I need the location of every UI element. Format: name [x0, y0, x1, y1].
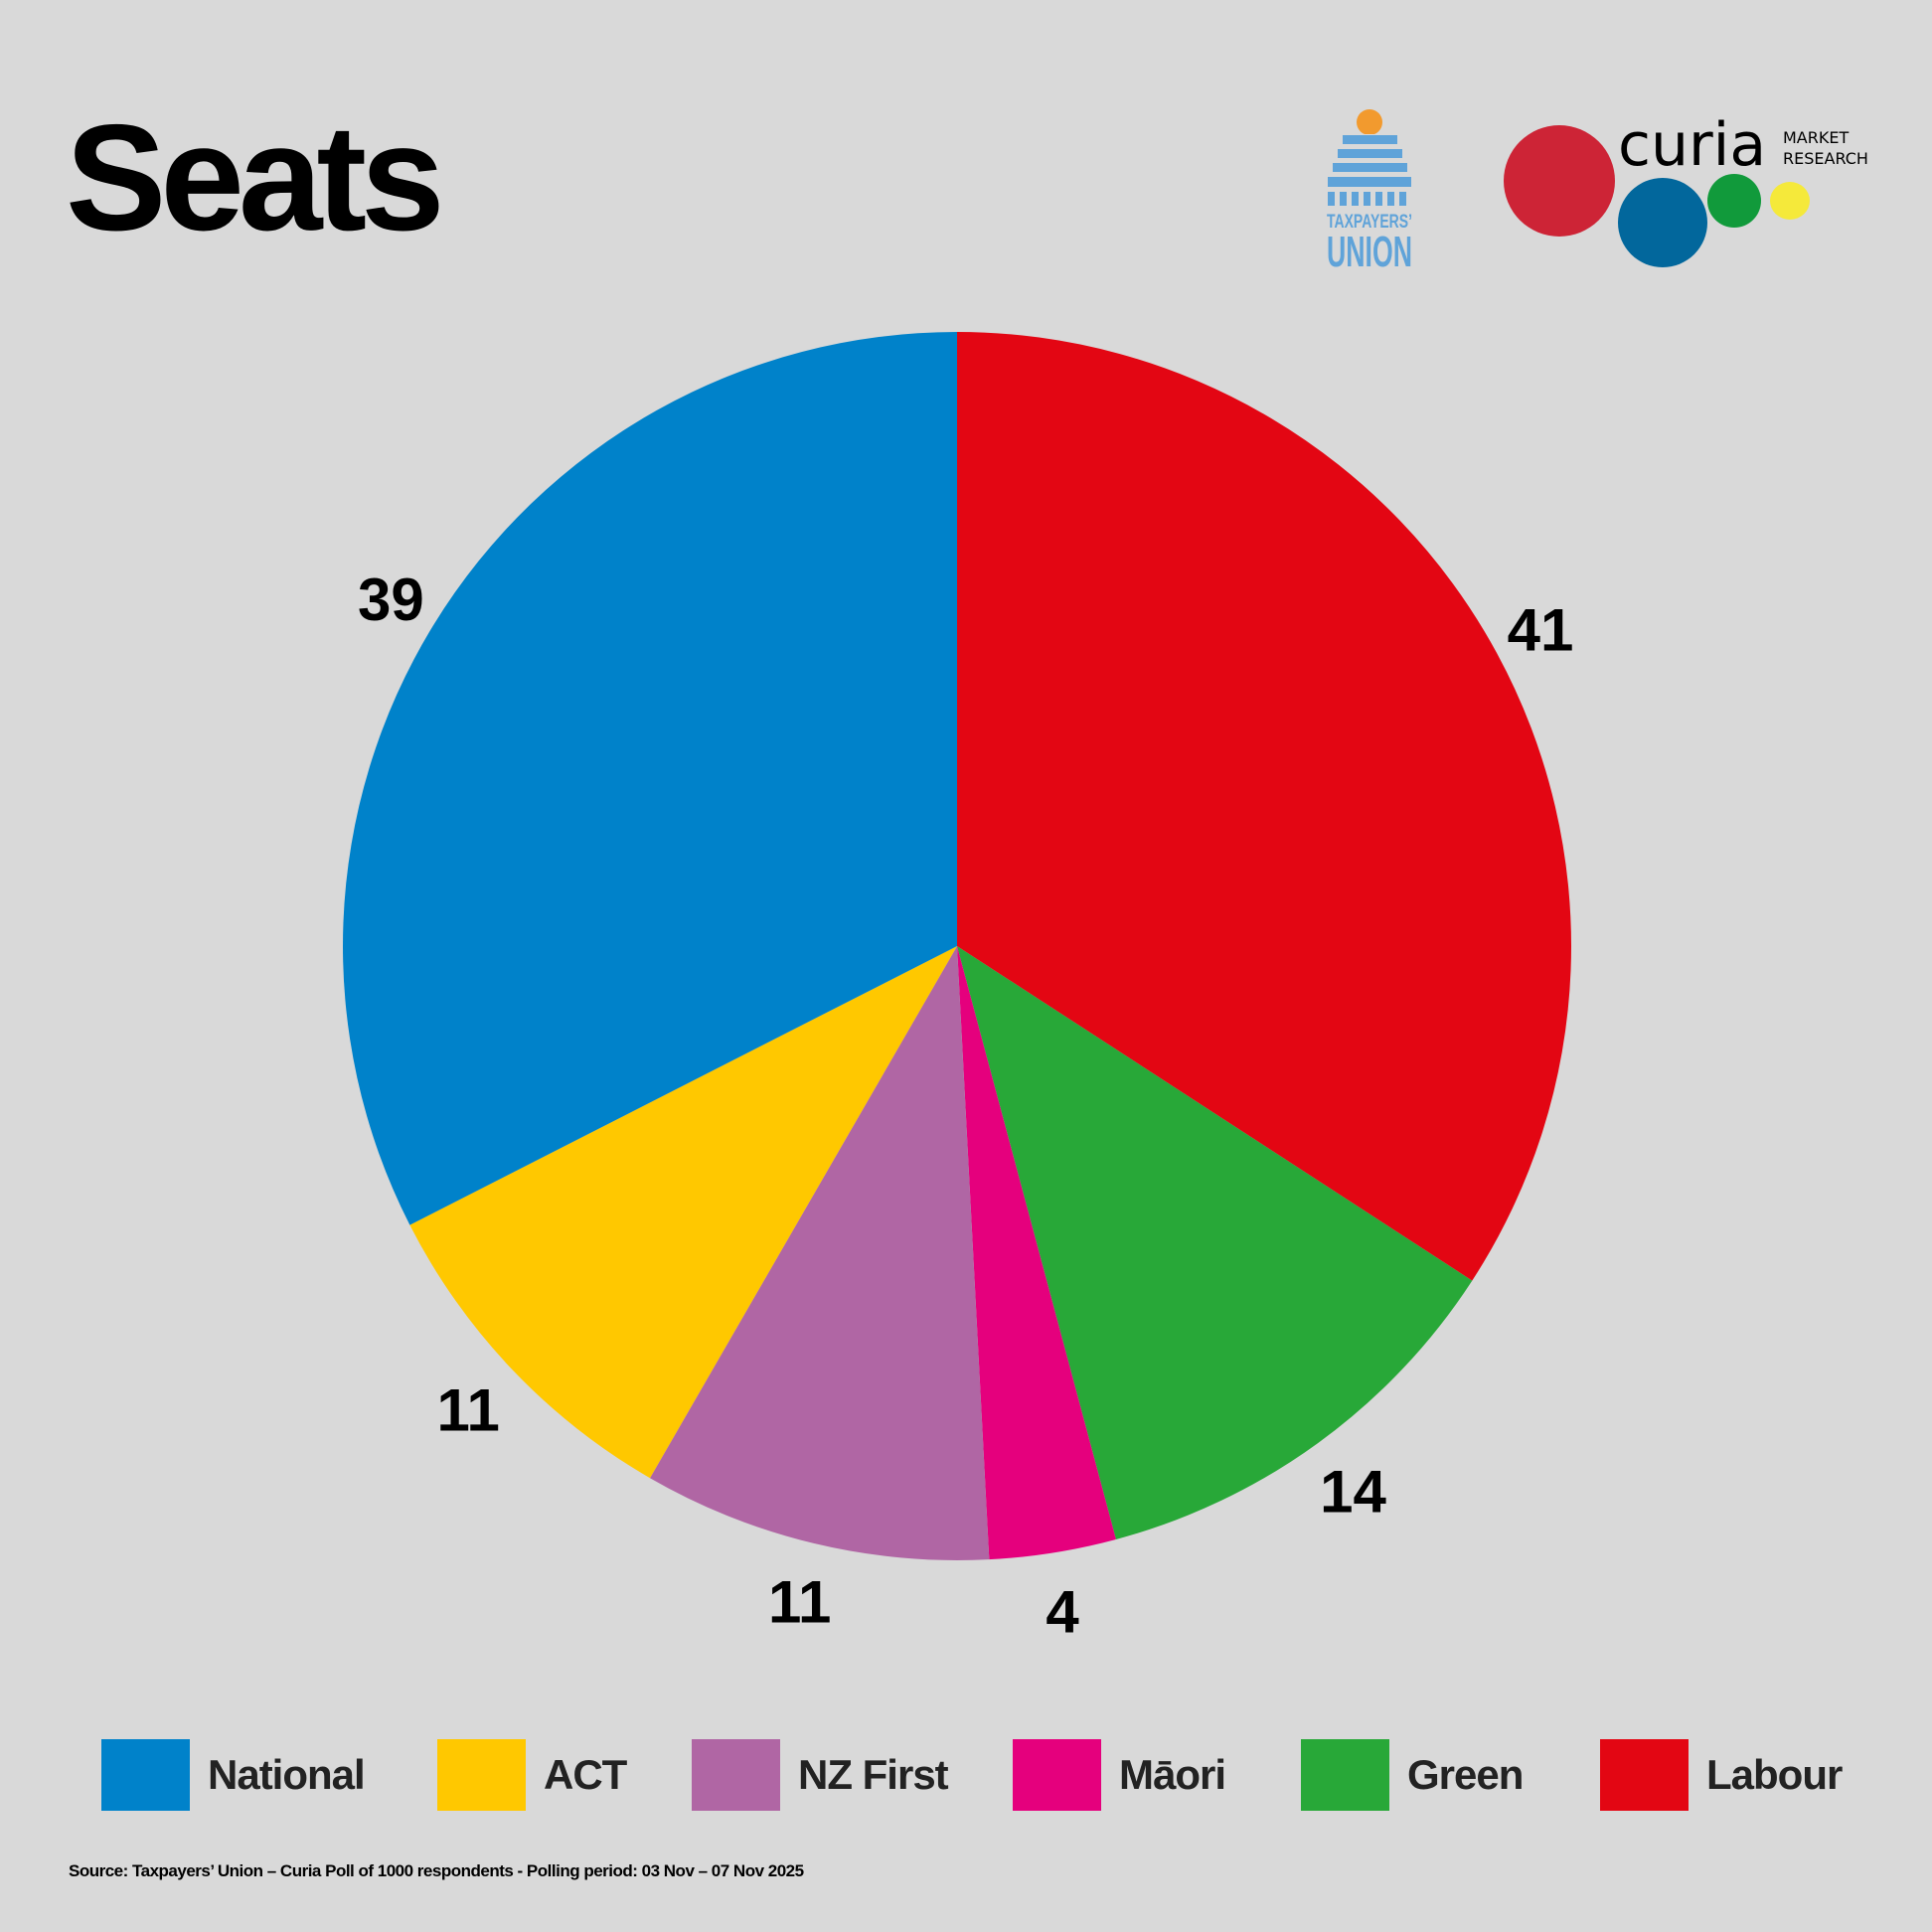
- pie-slice-act: [409, 946, 957, 1479]
- legend-item-m-ori: Māori: [1013, 1739, 1226, 1811]
- legend-swatch: [692, 1739, 780, 1811]
- legend-swatch: [1013, 1739, 1101, 1811]
- curia-logo: curia MARKET RESEARCH: [1504, 110, 1868, 267]
- data-label-act: 11: [436, 1377, 499, 1444]
- data-label-green: 14: [1320, 1459, 1386, 1526]
- logo-text-line2: UNION: [1327, 228, 1412, 273]
- curia-sub2: RESEARCH: [1783, 149, 1868, 168]
- legend-label: Labour: [1706, 1751, 1843, 1798]
- legend-swatch: [1301, 1739, 1389, 1811]
- legend-item-national: National: [101, 1739, 366, 1811]
- curia-sub1: MARKET: [1783, 128, 1849, 147]
- legend: National ACT NZ First Māori Green Labour: [0, 1739, 1932, 1811]
- pie-slice-green: [957, 946, 1473, 1539]
- data-label-national: 39: [358, 566, 424, 633]
- legend-item-labour: Labour: [1600, 1739, 1843, 1811]
- legend-item-act: ACT: [437, 1739, 627, 1811]
- pie-slice-nz-first: [650, 946, 990, 1560]
- taxpayers-union-logo: TAXPAYERS’ UNION: [1327, 109, 1412, 273]
- legend-label: National: [208, 1751, 366, 1798]
- legend-label: NZ First: [798, 1751, 949, 1798]
- data-label-labour: 41: [1508, 596, 1574, 663]
- legend-swatch: [437, 1739, 526, 1811]
- logo-text-line1: TAXPAYERS’: [1327, 212, 1412, 233]
- chart-title: Seats: [66, 93, 445, 262]
- legend-label: ACT: [544, 1751, 627, 1798]
- legend-swatch: [101, 1739, 190, 1811]
- source-note: Source: Taxpayers’ Union – Curia Poll of…: [69, 1861, 804, 1880]
- data-label-nz-first: 11: [768, 1568, 831, 1635]
- curia-wordmark: curia: [1618, 110, 1766, 180]
- legend-item-green: Green: [1301, 1739, 1524, 1811]
- data-label-m-ori: 4: [1046, 1579, 1079, 1646]
- pie-slice-m-ori: [957, 946, 1116, 1560]
- legend-item-nz-first: NZ First: [692, 1739, 949, 1811]
- pie-slice-labour: [957, 332, 1572, 1281]
- legend-label: Green: [1407, 1751, 1524, 1798]
- legend-swatch: [1600, 1739, 1689, 1811]
- legend-label: Māori: [1119, 1751, 1226, 1798]
- pie-slice-national: [343, 332, 958, 1225]
